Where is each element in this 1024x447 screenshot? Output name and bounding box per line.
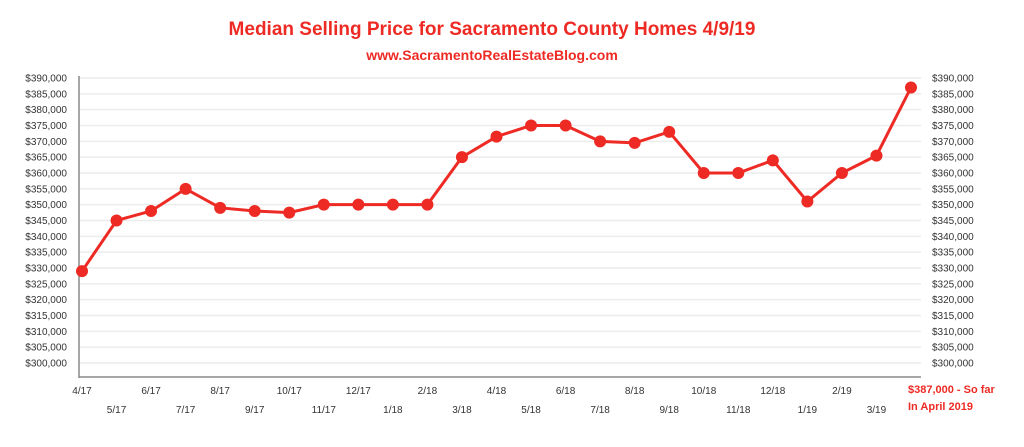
y-tick-label-right: $320,000 [932,295,974,306]
data-point [352,198,365,211]
data-point [697,167,710,179]
data-point [732,167,745,179]
x-tick-label: 1/18 [383,405,403,416]
y-tick-label-left: $305,000 [25,343,67,354]
data-point [594,135,607,148]
data-point [386,198,399,211]
x-tick-label: 10/18 [691,386,716,397]
y-tick-label-left: $335,000 [25,248,67,259]
x-tick-label: 9/17 [245,405,265,416]
data-point [76,265,88,278]
y-tick-label-right: $365,000 [932,153,974,164]
x-tick-label: 6/18 [556,386,576,397]
data-point [525,119,538,132]
x-tick-label: 8/17 [210,386,230,397]
y-tick-label-right: $355,000 [932,184,974,195]
y-tick-label-right: $375,000 [932,121,974,132]
data-point [317,198,330,211]
chart-title: Median Selling Price for Sacramento Coun… [228,19,756,40]
x-tick-label: 8/18 [625,386,645,397]
x-tick-label: 3/19 [867,405,887,416]
y-tick-label-left: $355,000 [25,184,67,195]
chart-subtitle: www.SacramentoRealEstateBlog.com [366,47,618,63]
data-point [628,136,641,149]
data-point [663,125,676,138]
y-tick-label-left: $385,000 [25,89,67,100]
x-tick-label: 7/18 [590,405,610,416]
y-tick-label-right: $340,000 [932,232,974,243]
x-tick-label: 4/18 [487,386,507,397]
y-tick-label-right: $390,000 [932,74,974,85]
data-point [110,214,123,227]
y-tick-label-right: $350,000 [932,200,974,211]
x-tick-label: 6/17 [141,386,161,397]
x-tick-label: 11/18 [726,405,751,416]
data-point [559,119,572,132]
data-point [248,205,261,217]
annotation-line2: In April 2019 [908,401,973,413]
data-point [801,195,814,208]
x-tick-label: 12/17 [346,386,371,397]
y-tick-label-right: $330,000 [932,264,974,275]
y-tick-label-left: $325,000 [25,279,67,290]
data-point [421,198,434,211]
x-tick-label: 4/17 [72,386,92,397]
y-tick-label-right: $335,000 [932,248,974,259]
x-tick-label: 5/18 [521,405,541,416]
data-point [145,205,158,217]
x-tick-label: 7/17 [176,405,196,416]
y-tick-label-right: $300,000 [932,359,974,370]
data-point [283,206,296,219]
x-tick-label: 12/18 [760,386,785,397]
data-point [905,81,917,94]
x-tick-label: 5/17 [107,405,127,416]
data-point [766,154,779,167]
y-tick-label-right: $315,000 [932,311,974,322]
data-point [870,149,883,162]
x-tick-label: 9/18 [659,405,679,416]
y-tick-label-left: $375,000 [25,121,67,132]
y-tick-label-left: $345,000 [25,216,67,227]
y-tick-label-left: $360,000 [25,169,67,180]
y-tick-label-left: $340,000 [25,232,67,243]
data-point [455,151,468,164]
y-tick-label-right: $325,000 [932,279,974,290]
data-point [179,182,192,195]
y-tick-label-right: $360,000 [932,169,974,180]
y-tick-label-left: $300,000 [25,359,67,370]
y-tick-label-left: $310,000 [25,327,67,338]
x-tick-label: 11/17 [312,405,337,416]
y-tick-label-left: $365,000 [25,153,67,164]
y-tick-label-right: $310,000 [932,327,974,338]
y-tick-label-left: $370,000 [25,137,67,148]
annotation-line1: $387,000 - So far [908,384,996,396]
data-point [490,130,503,143]
series-line [80,86,913,273]
y-tick-label-left: $390,000 [25,74,67,85]
y-tick-label-left: $330,000 [25,264,67,275]
data-point [835,167,848,179]
y-tick-label-left: $380,000 [25,105,67,116]
y-tick-label-right: $370,000 [932,137,974,148]
x-tick-label: 10/17 [277,386,302,397]
data-point [214,201,227,214]
x-tick-label: 3/18 [452,405,472,416]
y-tick-label-right: $385,000 [932,89,974,100]
y-tick-label-right: $345,000 [932,216,974,227]
y-tick-label-left: $315,000 [25,311,67,322]
y-tick-label-right: $305,000 [932,343,974,354]
x-tick-label: 2/19 [832,386,852,397]
x-tick-label: 2/18 [418,386,438,397]
y-tick-label-right: $380,000 [932,105,974,116]
y-tick-label-left: $350,000 [25,200,67,211]
y-tick-label-left: $320,000 [25,295,67,306]
x-tick-label: 1/19 [798,405,818,416]
